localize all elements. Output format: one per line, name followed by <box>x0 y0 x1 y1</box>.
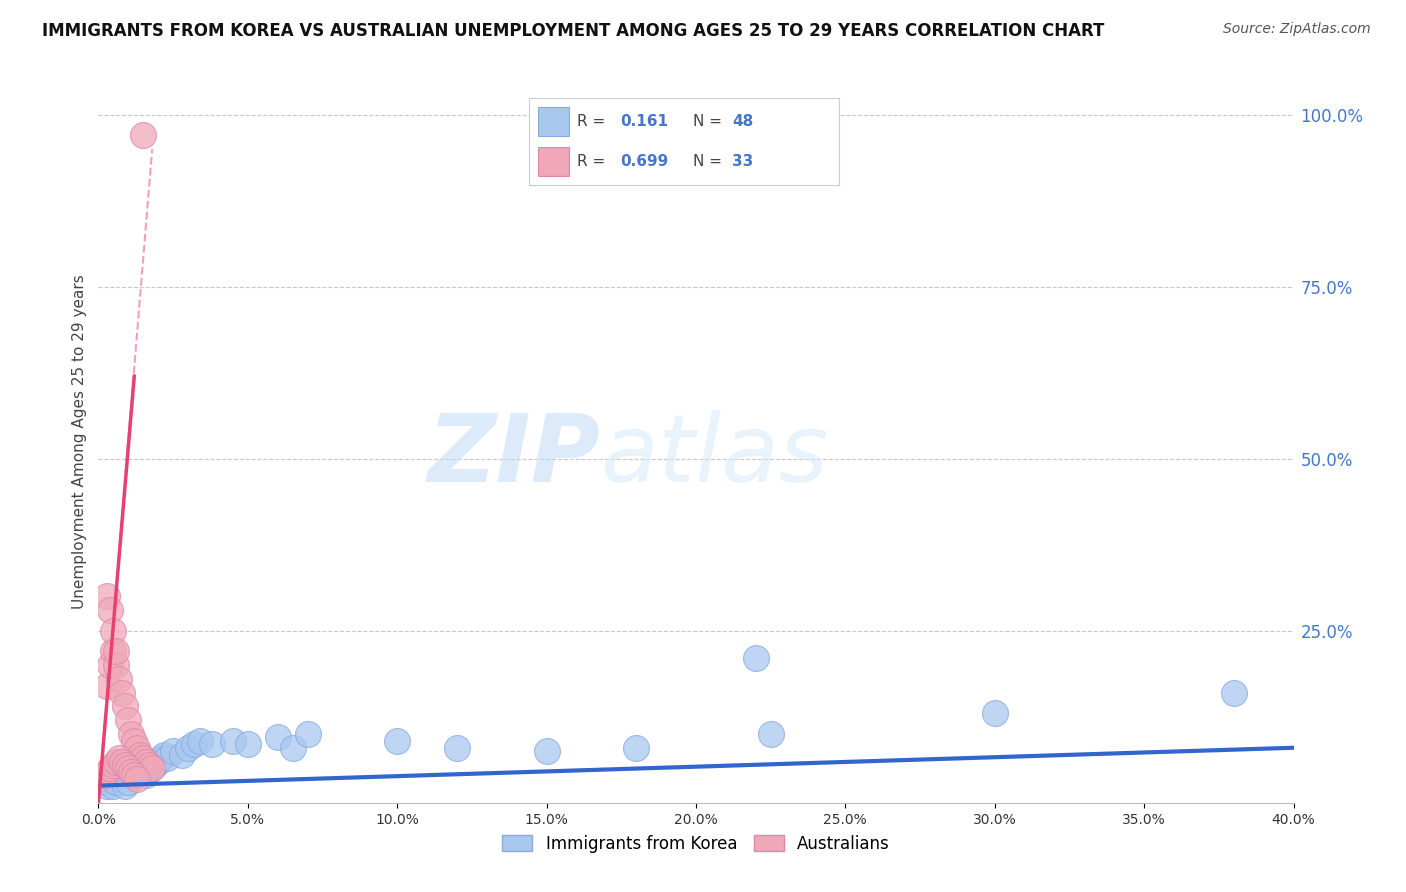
Point <box>103 779 125 793</box>
Point <box>98 761 122 775</box>
Point <box>105 755 128 769</box>
Point <box>446 740 468 755</box>
Point <box>114 779 136 793</box>
Text: ZIP: ZIP <box>427 410 600 502</box>
Point <box>236 737 259 751</box>
Point <box>117 775 139 789</box>
Point <box>105 775 128 789</box>
Point <box>93 775 115 789</box>
Point <box>1223 686 1246 700</box>
Point <box>188 734 211 748</box>
Point <box>183 737 205 751</box>
Point <box>105 644 128 658</box>
Point <box>201 737 224 751</box>
Point <box>132 751 155 765</box>
Text: IMMIGRANTS FROM KOREA VS AUSTRALIAN UNEMPLOYMENT AMONG AGES 25 TO 29 YEARS CORRE: IMMIGRANTS FROM KOREA VS AUSTRALIAN UNEM… <box>42 22 1105 40</box>
Point <box>132 128 155 143</box>
Point <box>105 658 128 673</box>
Point <box>124 734 146 748</box>
Point <box>745 651 768 665</box>
Point <box>153 747 176 762</box>
Point <box>93 768 115 782</box>
Point <box>127 740 149 755</box>
Text: atlas: atlas <box>600 410 828 501</box>
Point <box>124 768 146 782</box>
Point <box>385 734 409 748</box>
Point <box>267 731 290 745</box>
Point <box>117 761 139 775</box>
Point <box>98 772 122 786</box>
Point <box>120 727 142 741</box>
Point <box>138 755 160 769</box>
Point <box>96 679 118 693</box>
Point <box>135 768 157 782</box>
Point <box>111 686 134 700</box>
Point <box>127 772 149 786</box>
Point <box>297 727 319 741</box>
Point <box>536 744 558 758</box>
Point <box>111 755 134 769</box>
Point <box>222 734 245 748</box>
Point <box>108 751 131 765</box>
Point <box>141 761 163 775</box>
Point <box>103 624 125 638</box>
Point <box>96 764 118 779</box>
Point <box>281 740 304 755</box>
Point <box>108 768 131 782</box>
Point <box>111 772 134 786</box>
Point <box>172 747 194 762</box>
Point <box>141 761 163 775</box>
Point <box>120 764 142 779</box>
Point <box>108 672 131 686</box>
Point <box>98 603 122 617</box>
Point <box>135 755 157 769</box>
Point <box>626 740 648 755</box>
Point <box>117 713 139 727</box>
Point <box>148 755 170 769</box>
Y-axis label: Unemployment Among Ages 25 to 29 years: Unemployment Among Ages 25 to 29 years <box>72 274 87 609</box>
Point <box>114 699 136 714</box>
Point <box>96 590 118 604</box>
Point <box>984 706 1007 721</box>
Point <box>96 768 118 782</box>
Point <box>98 658 122 673</box>
Point <box>177 740 200 755</box>
Point <box>162 744 184 758</box>
Text: Source: ZipAtlas.com: Source: ZipAtlas.com <box>1223 22 1371 37</box>
Point <box>90 775 112 789</box>
Point <box>138 758 160 772</box>
Legend: Immigrants from Korea, Australians: Immigrants from Korea, Australians <box>495 828 897 860</box>
Point <box>96 779 118 793</box>
Point <box>132 758 155 772</box>
Point <box>759 727 782 741</box>
Point <box>103 758 125 772</box>
Point <box>129 747 152 762</box>
Point <box>127 761 149 775</box>
Point <box>103 644 125 658</box>
Point <box>143 758 166 772</box>
Point <box>114 758 136 772</box>
Point <box>150 751 173 765</box>
Point <box>124 768 146 782</box>
Point <box>156 751 179 765</box>
